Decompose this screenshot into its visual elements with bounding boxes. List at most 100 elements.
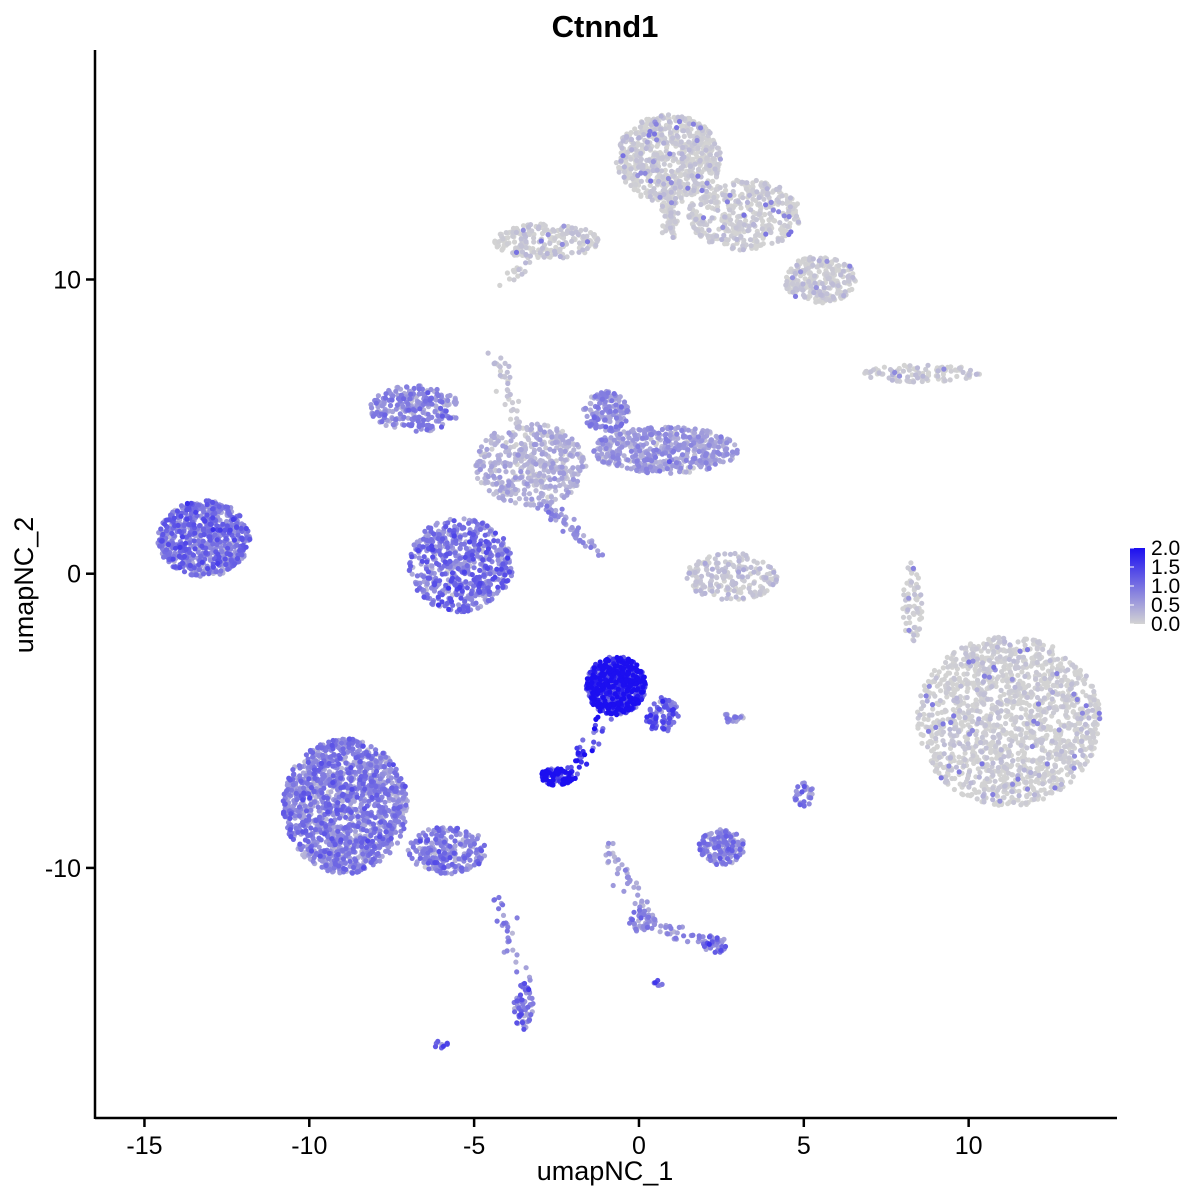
cell-point bbox=[522, 462, 528, 468]
cell-point bbox=[686, 147, 692, 153]
cell-point bbox=[698, 201, 704, 208]
cell-point bbox=[552, 236, 558, 242]
cell-point bbox=[1004, 713, 1010, 719]
cell-point bbox=[1024, 793, 1030, 799]
cell-point bbox=[638, 156, 645, 162]
cell-point bbox=[548, 499, 555, 505]
cell-point bbox=[654, 143, 660, 149]
cell-point bbox=[973, 697, 979, 703]
cell-point bbox=[525, 469, 531, 475]
cell-point bbox=[1004, 775, 1010, 781]
cell-point bbox=[1039, 747, 1045, 753]
cell-point bbox=[993, 743, 999, 750]
cell-point bbox=[940, 371, 947, 377]
cell-point bbox=[757, 566, 763, 572]
cell-point bbox=[715, 552, 721, 558]
cell-point bbox=[632, 900, 638, 907]
cell-point bbox=[633, 130, 639, 136]
cell-point bbox=[503, 469, 509, 475]
cell-point bbox=[587, 400, 593, 406]
cell-point bbox=[1018, 732, 1024, 738]
cell-point bbox=[500, 236, 506, 242]
cell-point bbox=[529, 422, 535, 428]
cell-point bbox=[981, 666, 987, 672]
cell-point bbox=[638, 150, 644, 156]
cell-point bbox=[425, 827, 432, 833]
cell-point bbox=[1009, 789, 1015, 795]
cell-point bbox=[531, 472, 537, 478]
cell-point bbox=[1031, 796, 1037, 802]
cell-point bbox=[1003, 720, 1009, 727]
cell-point bbox=[998, 776, 1004, 783]
cell-point bbox=[623, 134, 630, 140]
cell-point bbox=[818, 292, 824, 298]
cell-point bbox=[913, 372, 919, 378]
cell-point bbox=[511, 239, 518, 245]
cell-point bbox=[544, 250, 550, 257]
cell-point bbox=[616, 169, 622, 175]
cell-point bbox=[703, 188, 710, 194]
cell-point bbox=[534, 431, 540, 437]
cell-point bbox=[917, 712, 923, 718]
cell-point bbox=[1053, 751, 1059, 757]
cell-point bbox=[665, 112, 672, 118]
cell-point bbox=[976, 774, 982, 780]
cell-point bbox=[1036, 772, 1042, 779]
cell-point bbox=[734, 177, 740, 183]
cell-point bbox=[732, 550, 738, 557]
cell-point bbox=[910, 610, 916, 616]
cell-point bbox=[733, 225, 739, 231]
cell-point bbox=[569, 238, 575, 244]
cell-point bbox=[1094, 731, 1101, 737]
cell-point bbox=[1062, 655, 1068, 662]
cell-point bbox=[990, 734, 996, 740]
cell-point bbox=[383, 422, 389, 428]
cell-point bbox=[1018, 742, 1024, 749]
cell-point bbox=[1008, 730, 1014, 736]
cell-point bbox=[639, 119, 645, 126]
cell-point bbox=[1000, 678, 1006, 684]
cell-point bbox=[670, 173, 677, 179]
cell-point bbox=[948, 656, 954, 662]
cell-point bbox=[951, 742, 957, 748]
cell-point bbox=[990, 797, 996, 803]
cell-point bbox=[1045, 751, 1051, 758]
cell-point bbox=[994, 676, 1000, 682]
cell-point bbox=[1070, 774, 1076, 780]
cell-point bbox=[631, 187, 637, 193]
cell-point bbox=[735, 569, 742, 575]
cell-point bbox=[795, 258, 802, 264]
cell-point bbox=[659, 132, 665, 138]
cell-point bbox=[714, 560, 720, 566]
cell-point bbox=[756, 201, 763, 207]
cell-point bbox=[680, 144, 686, 151]
cell-point bbox=[637, 124, 644, 130]
cell-point bbox=[733, 594, 739, 600]
cell-point bbox=[1035, 686, 1041, 692]
cell-point bbox=[747, 237, 754, 243]
cell-point bbox=[965, 775, 971, 782]
cell-point bbox=[491, 430, 497, 436]
cell-point bbox=[934, 743, 940, 750]
cell-point bbox=[689, 173, 695, 179]
cell-point bbox=[675, 210, 681, 216]
cell-point bbox=[979, 660, 986, 666]
cell-point bbox=[628, 182, 634, 189]
cell-point bbox=[966, 372, 972, 378]
cell-point bbox=[500, 245, 506, 251]
cell-point bbox=[708, 582, 714, 588]
cell-point bbox=[947, 755, 954, 761]
cell-point bbox=[760, 235, 766, 241]
cell-point bbox=[702, 590, 708, 597]
cell-point bbox=[811, 273, 818, 279]
cell-point bbox=[587, 407, 594, 413]
cell-point bbox=[927, 712, 933, 718]
cell-point bbox=[779, 193, 785, 199]
cell-point bbox=[1060, 693, 1066, 699]
cell-point bbox=[565, 223, 571, 230]
cell-point bbox=[830, 281, 836, 287]
cell-point bbox=[734, 236, 740, 242]
cell-point bbox=[1004, 678, 1010, 684]
cell-point bbox=[950, 707, 956, 713]
cell-point bbox=[995, 765, 1001, 771]
